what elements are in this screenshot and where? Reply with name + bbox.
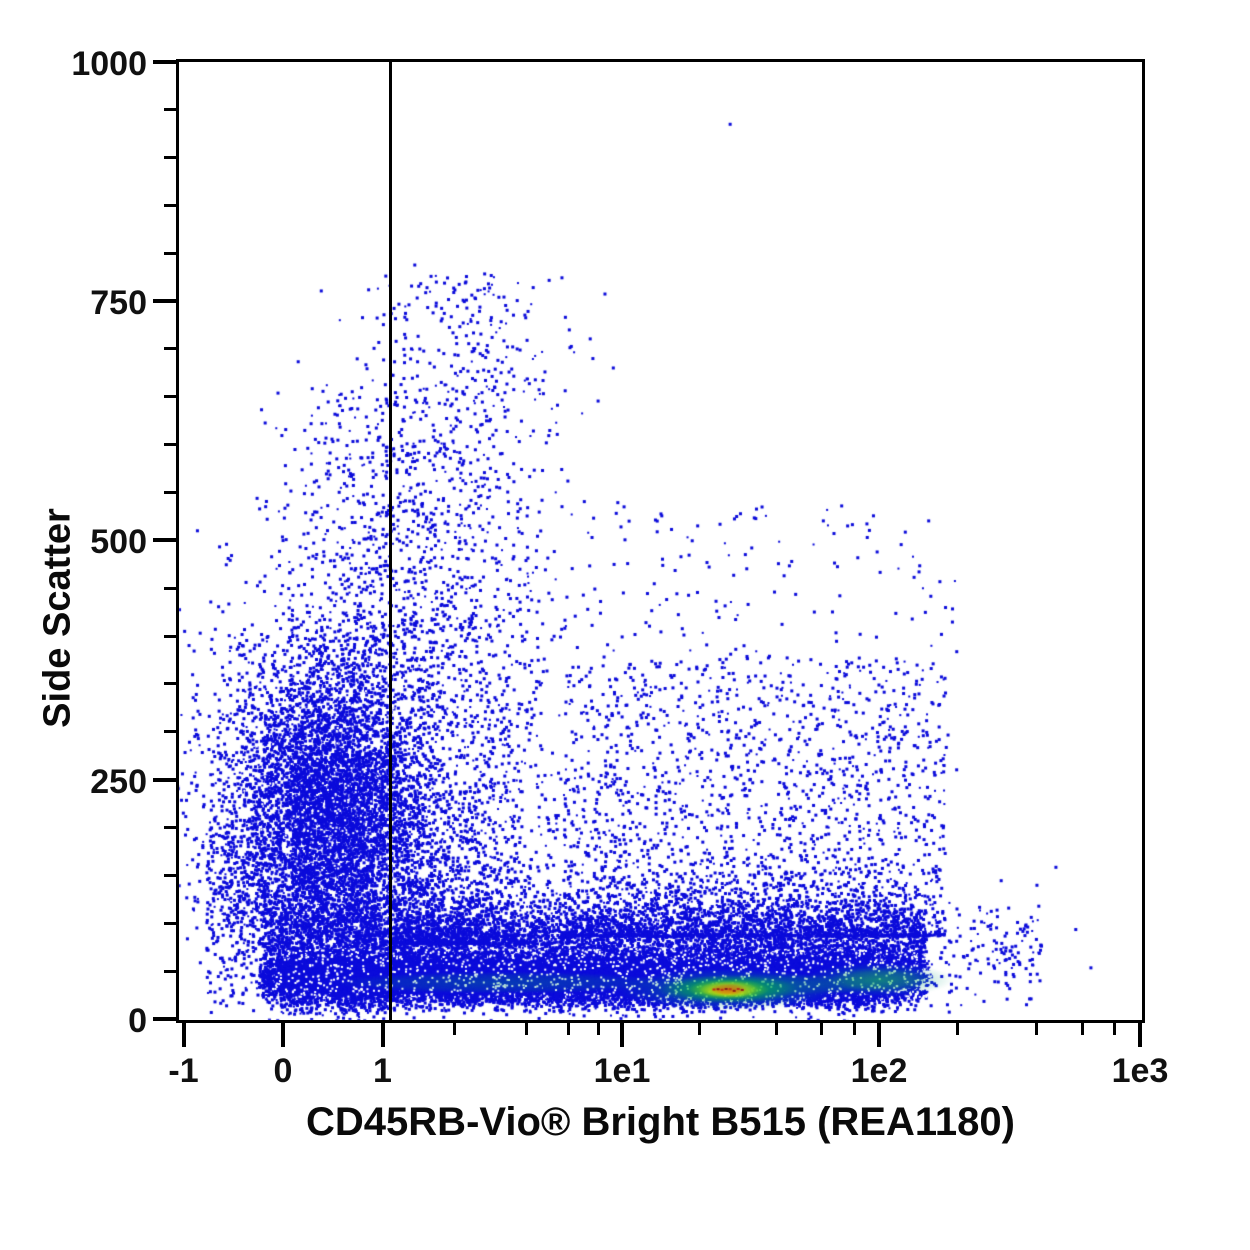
- y-major-tick: [153, 298, 178, 303]
- x-tick-label: 1e2: [850, 1052, 908, 1090]
- x-minor-tick: [452, 1022, 456, 1035]
- y-tick-label: 750: [90, 283, 147, 322]
- y-minor-tick: [164, 155, 178, 159]
- y-minor-tick: [164, 873, 178, 877]
- x-axis-title: CD45RB-Vio® Bright B515 (REA1180): [306, 1100, 1015, 1144]
- x-tick-label: 1: [373, 1052, 392, 1090]
- x-tick-label: 0: [273, 1052, 293, 1090]
- x-minor-tick: [567, 1022, 571, 1035]
- y-tick-label: 250: [90, 762, 147, 801]
- y-minor-tick: [164, 347, 178, 351]
- x-tick-label: 1e1: [593, 1052, 651, 1090]
- y-minor-tick: [164, 730, 178, 734]
- x-major-tick: [1138, 1022, 1142, 1047]
- x-minor-tick: [524, 1022, 528, 1035]
- y-minor-tick: [164, 395, 178, 399]
- x-tick-label: -1: [168, 1052, 199, 1090]
- x-minor-tick: [1080, 1022, 1084, 1035]
- y-axis-title: Side Scatter: [36, 508, 79, 728]
- x-major-tick: [620, 1022, 624, 1047]
- x-minor-tick: [597, 1022, 601, 1035]
- y-major-tick: [153, 538, 178, 543]
- y-minor-tick: [164, 203, 178, 207]
- x-minor-tick: [820, 1022, 824, 1035]
- x-tick-label: 1e3: [1111, 1052, 1169, 1090]
- y-tick-label: 1000: [71, 44, 147, 83]
- gate-line[interactable]: [389, 61, 393, 1021]
- y-minor-tick: [164, 586, 178, 590]
- y-minor-tick: [164, 251, 178, 255]
- y-major-tick: [153, 777, 178, 782]
- x-major-tick: [281, 1022, 285, 1047]
- y-minor-tick: [164, 107, 178, 111]
- x-major-tick: [181, 1022, 186, 1047]
- plot-frame: [176, 59, 1145, 1023]
- x-major-tick: [877, 1022, 881, 1047]
- x-major-tick: [380, 1022, 385, 1047]
- y-minor-tick: [164, 490, 178, 494]
- x-minor-tick: [775, 1022, 779, 1035]
- y-minor-tick: [164, 921, 178, 925]
- y-major-tick: [153, 1017, 178, 1021]
- x-minor-tick: [956, 1022, 960, 1035]
- y-minor-tick: [164, 826, 178, 829]
- y-minor-tick: [164, 682, 178, 686]
- x-minor-tick: [697, 1022, 701, 1035]
- x-minor-tick: [1113, 1022, 1117, 1035]
- y-minor-tick: [164, 969, 178, 973]
- y-tick-label: 500: [90, 523, 147, 562]
- y-tick-label: 0: [128, 1002, 147, 1040]
- x-minor-tick: [852, 1022, 856, 1035]
- y-major-tick: [153, 59, 178, 64]
- y-minor-tick: [164, 443, 178, 446]
- x-minor-tick: [1034, 1022, 1038, 1035]
- y-minor-tick: [164, 634, 178, 638]
